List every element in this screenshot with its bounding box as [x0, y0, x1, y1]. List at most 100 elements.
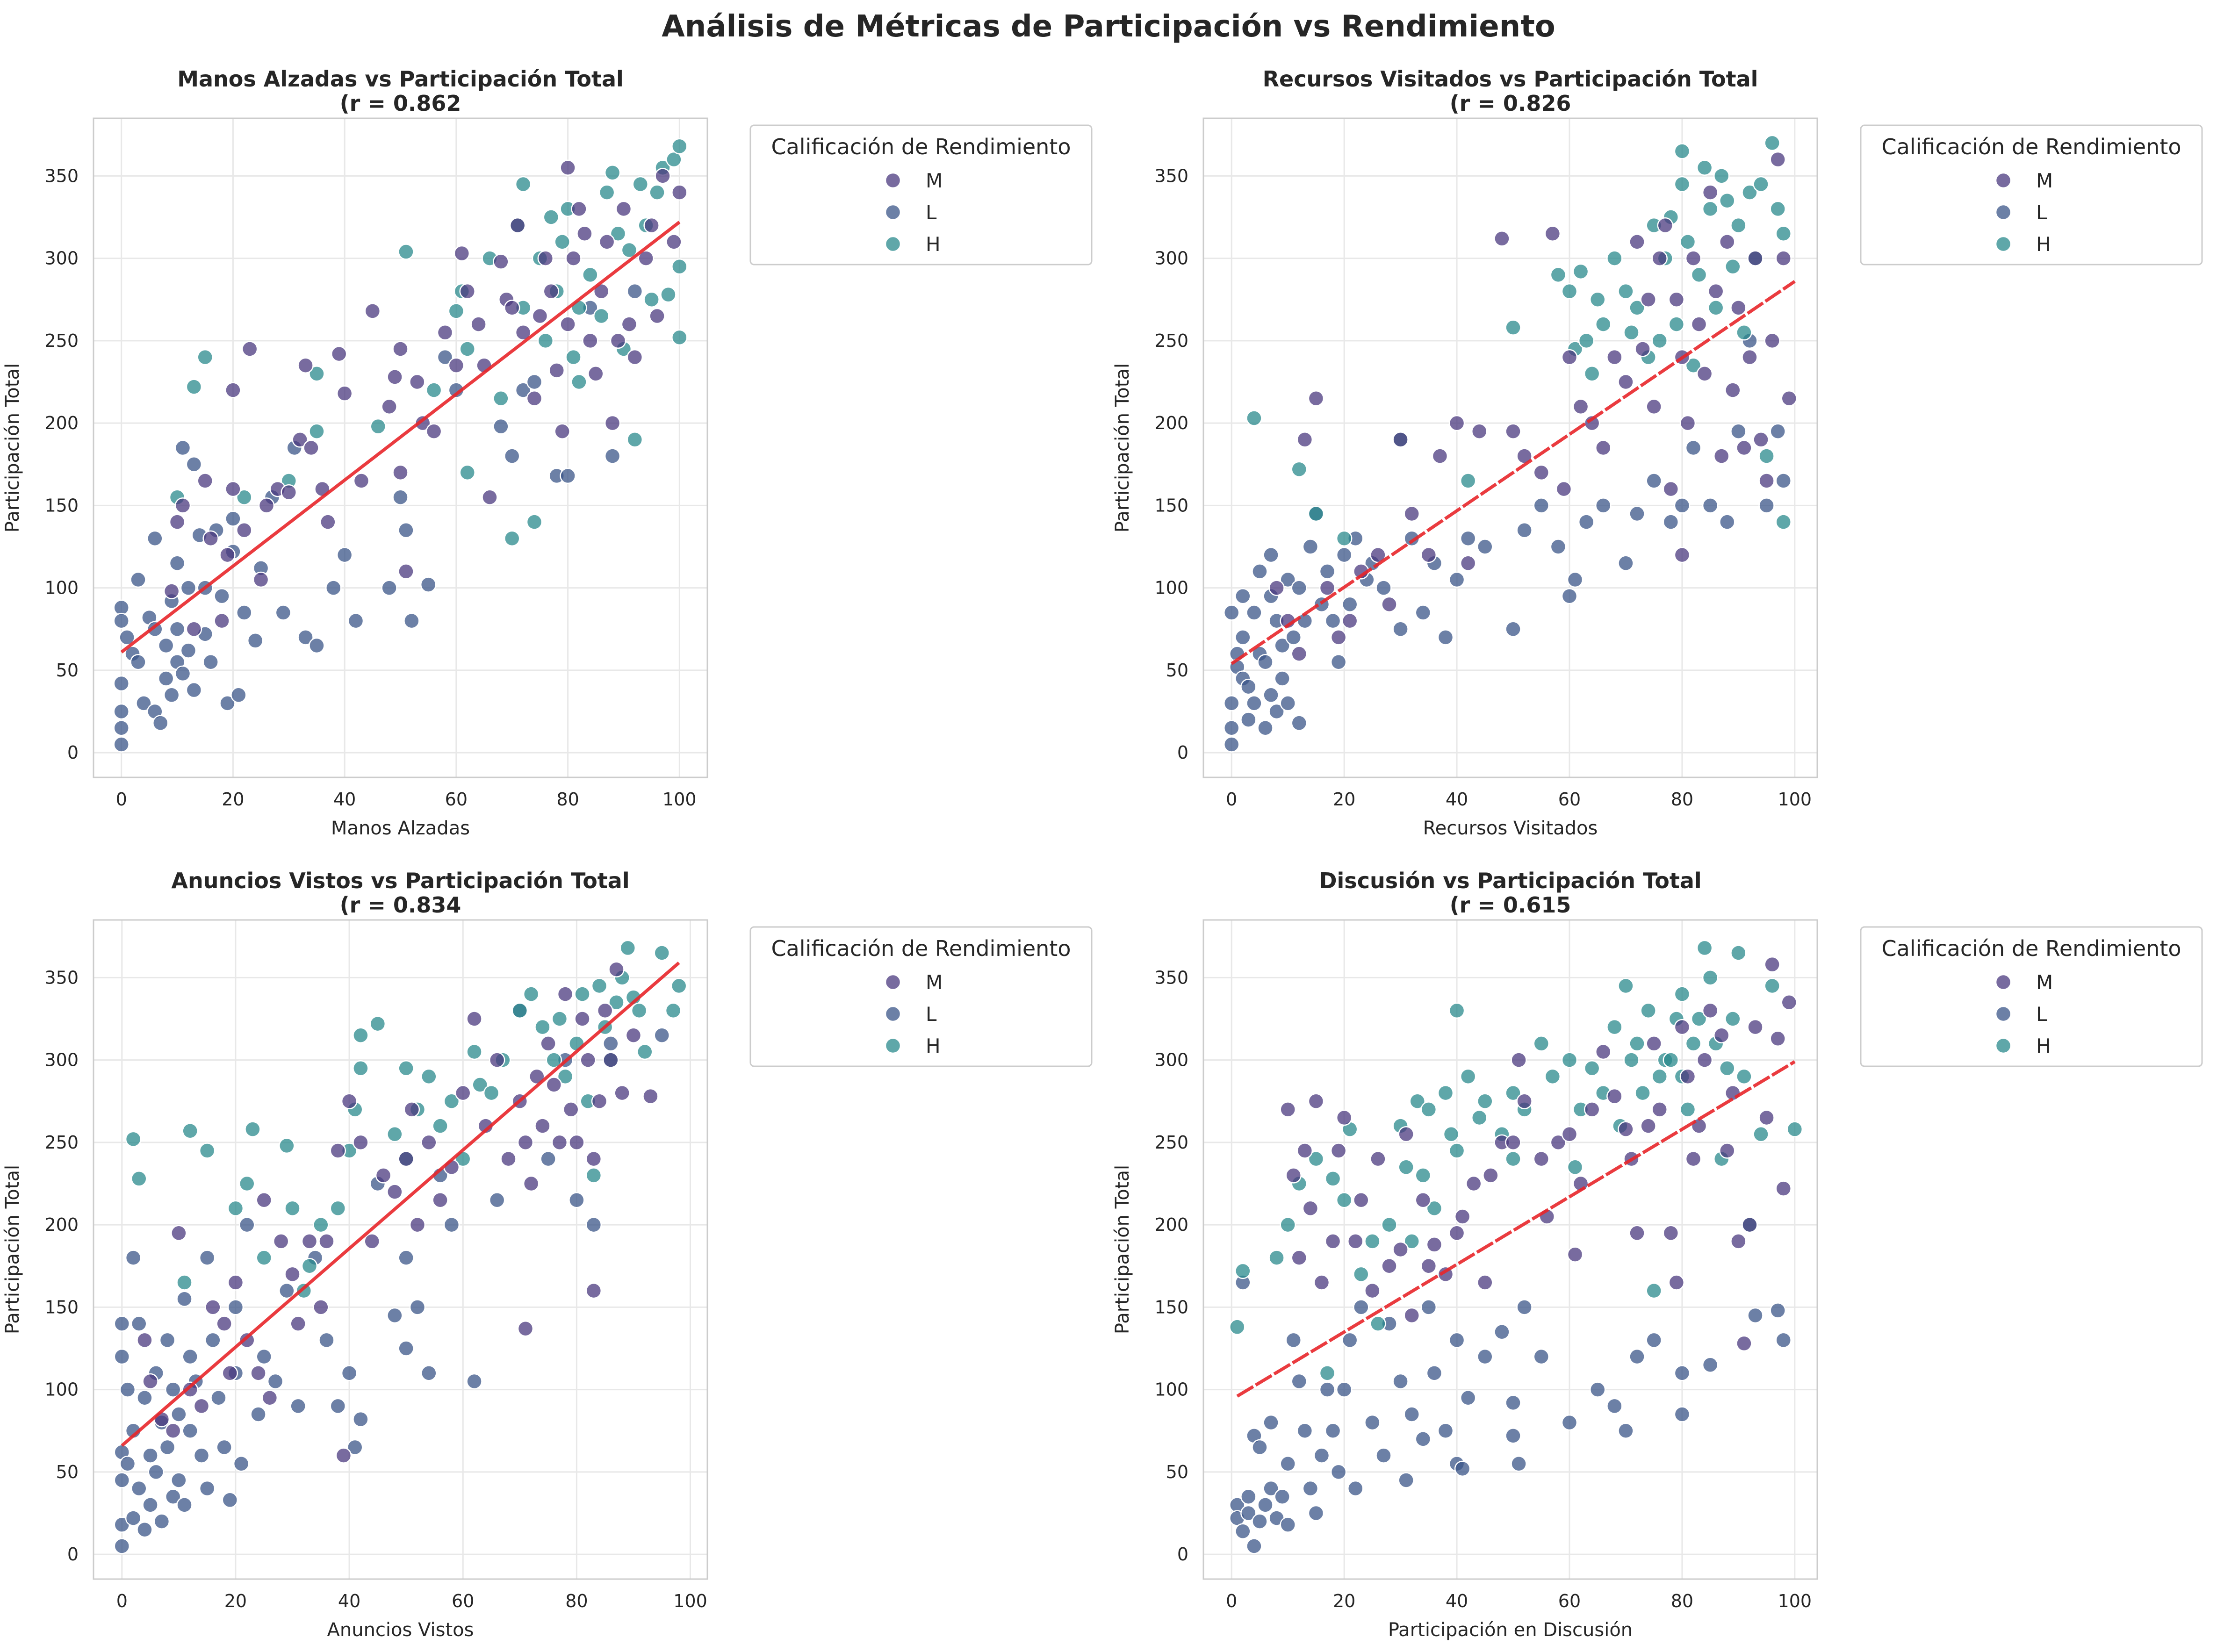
data-point-M [437, 324, 453, 341]
data-point-L [1770, 1302, 1786, 1319]
legend: Calificación de Rendimiento MLH [1860, 926, 2203, 1067]
data-point-M [1713, 1027, 1730, 1043]
plot-frame [1202, 919, 1818, 1580]
data-point-H [1764, 135, 1780, 151]
data-point-L [113, 675, 130, 692]
data-point-L [1561, 588, 1578, 604]
data-point-H [1758, 448, 1775, 464]
data-point-L [1398, 1472, 1414, 1488]
y-tick-label: 50 [1166, 1462, 1188, 1482]
data-point-L [159, 1332, 176, 1349]
data-point-H [459, 464, 475, 481]
data-point-M [493, 253, 509, 270]
y-axis-label: Participación Total [1112, 1165, 1133, 1334]
data-point-L [1308, 1505, 1324, 1522]
legend-marker-M [885, 974, 901, 991]
data-point-M [205, 1299, 221, 1315]
y-tick-label: 200 [44, 1214, 79, 1235]
data-point-H [1696, 159, 1713, 176]
data-point-M [1426, 1236, 1443, 1253]
data-point-L [1257, 654, 1274, 670]
data-point-L [560, 467, 576, 484]
x-tick-label: 60 [445, 789, 468, 810]
data-point-L [1404, 530, 1420, 547]
data-point-L [163, 687, 180, 703]
data-point-M [1747, 250, 1764, 266]
data-point-L [297, 629, 314, 646]
data-point-M [1291, 1250, 1308, 1266]
data-point-L [114, 1348, 130, 1365]
data-point-L [1280, 695, 1296, 711]
data-point-H [1589, 291, 1606, 308]
data-point-L [1252, 1513, 1268, 1530]
data-point-M [515, 324, 532, 341]
data-point-M [182, 1381, 198, 1398]
data-point-L [113, 720, 130, 736]
data-point-L [114, 1315, 130, 1332]
data-point-L [1415, 1431, 1432, 1447]
data-point-M [551, 1134, 568, 1151]
data-point-L [1336, 1381, 1353, 1398]
data-point-L [1353, 1299, 1369, 1315]
y-tick-label: 100 [1154, 578, 1188, 598]
data-point-L [1223, 604, 1240, 621]
data-point-H [631, 1002, 648, 1019]
data-point-H [1691, 266, 1707, 283]
data-point-L [1257, 1497, 1274, 1513]
data-point-M [193, 1398, 210, 1415]
y-tick-label: 0 [67, 742, 79, 763]
data-point-H [1291, 461, 1308, 478]
data-point-M [227, 1274, 244, 1291]
data-point-M [1392, 431, 1409, 448]
data-point-M [301, 1233, 318, 1250]
data-point-L [131, 1480, 147, 1497]
data-point-L [169, 621, 186, 637]
data-point-H [493, 390, 509, 407]
x-axis-label: Participación en Discusión [1388, 1619, 1633, 1641]
data-point-M [1353, 1192, 1369, 1208]
data-point-L [1330, 654, 1347, 670]
data-point-M [453, 245, 470, 262]
data-point-M [1764, 332, 1780, 349]
legend-marker-L [1995, 204, 2012, 221]
data-point-M [1448, 415, 1465, 431]
x-axis-label: Manos Alzadas [331, 818, 470, 839]
data-point-M [1730, 300, 1747, 316]
data-point-L [1235, 629, 1251, 646]
data-point-H [1370, 1315, 1386, 1332]
data-point-M [1775, 1180, 1792, 1197]
data-point-H [598, 184, 615, 201]
data-point-M [250, 1365, 266, 1381]
legend-entry-label: L [2036, 201, 2047, 224]
data-point-L [186, 456, 202, 473]
data-point-H [1448, 1142, 1465, 1159]
data-point-L [381, 580, 397, 596]
data-point-H [1634, 1085, 1651, 1101]
data-point-M [432, 1192, 448, 1208]
data-point-L [353, 1411, 369, 1428]
data-point-M [1364, 1282, 1381, 1299]
data-point-L [1533, 1348, 1550, 1365]
data-point-H [643, 291, 660, 308]
legend-title: Calificación de Rendimiento [771, 134, 1071, 159]
data-point-L [603, 1035, 619, 1052]
data-point-M [608, 961, 625, 977]
data-point-H [1651, 332, 1668, 349]
data-point-M [290, 1315, 306, 1332]
data-point-M [1448, 1225, 1465, 1241]
data-point-H [1420, 1101, 1437, 1118]
data-point-M [582, 332, 598, 349]
data-point-L [1511, 1456, 1527, 1472]
data-point-H [1336, 530, 1353, 547]
data-point-H [1471, 1109, 1488, 1126]
data-point-M [239, 1332, 255, 1349]
data-point-H [1736, 1068, 1752, 1085]
data-point-M [1770, 1030, 1786, 1047]
y-tick-label: 0 [1177, 1544, 1188, 1565]
data-point-M [1629, 234, 1645, 250]
data-point-L [398, 1340, 414, 1357]
data-point-M [597, 1002, 613, 1019]
data-point-H [632, 176, 649, 193]
data-point-H [626, 431, 643, 448]
data-point-H [1584, 366, 1600, 382]
